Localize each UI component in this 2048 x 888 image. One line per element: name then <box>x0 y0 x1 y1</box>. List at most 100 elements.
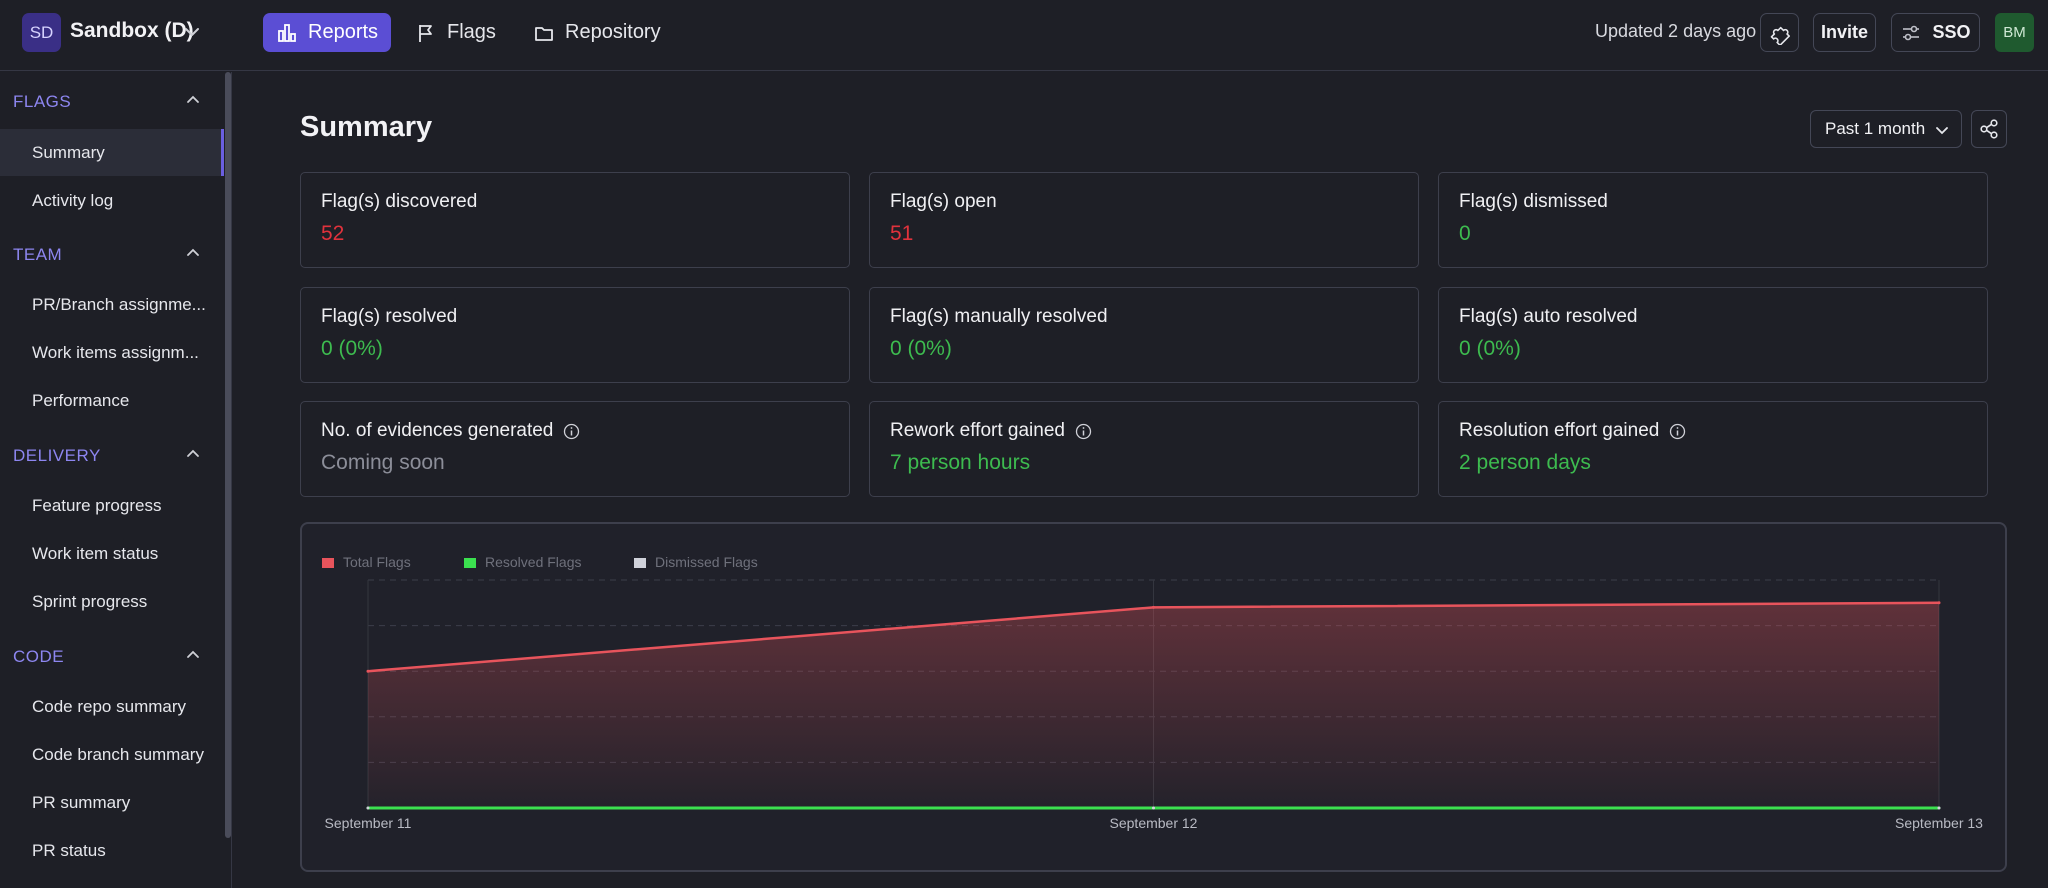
legend-label: Dismissed Flags <box>655 554 758 570</box>
sidebar-item-performance[interactable]: Performance <box>32 390 130 410</box>
metric-card: Flag(s) dismissed 0 <box>1438 172 1988 268</box>
chevron-up-icon[interactable] <box>184 646 202 664</box>
metric-card-title: Rework effort gained <box>890 420 1065 441</box>
flags-chart: September 11 September 12 September 13 Tota… <box>300 522 2007 872</box>
invite-button[interactable]: Invite <box>1813 13 1876 52</box>
info-icon[interactable] <box>1669 423 1686 440</box>
metric-card: Flag(s) discovered 52 <box>300 172 850 268</box>
metric-card-value: 0 <box>1459 222 1471 245</box>
workspace-name[interactable]: Sandbox (D) <box>70 19 194 42</box>
metric-card: Rework effort gained 7 person hours <box>869 401 1419 497</box>
flag-icon <box>419 24 432 42</box>
chevron-up-icon[interactable] <box>184 91 202 109</box>
metric-card-label: Flag(s) discovered <box>321 191 849 213</box>
metric-card: Resolution effort gained 2 person days <box>1438 401 1988 497</box>
metric-card: Flag(s) manually resolved 0 (0%) <box>869 287 1419 383</box>
sidebar-item-work-items-assignment[interactable]: Work items assignm... <box>32 342 199 362</box>
x-tick-label: September 12 <box>1110 815 1198 831</box>
page-title: Summary <box>300 111 433 143</box>
x-tick-label: September 11 <box>325 815 412 831</box>
metric-card-label: Flag(s) dismissed <box>1459 191 1987 213</box>
metric-card-label: Flag(s) manually resolved <box>890 306 1418 328</box>
metric-card: Flag(s) resolved 0 (0%) <box>300 287 850 383</box>
legend-swatch <box>634 558 646 568</box>
top-bar: SD Sandbox (D) Reports Flags Repository … <box>0 0 2048 71</box>
avatar[interactable]: BM <box>1995 13 2034 52</box>
metric-card-label: No. of evidences generated <box>321 420 849 442</box>
legend-swatch <box>322 558 334 568</box>
sso-label: SSO <box>1932 22 1971 42</box>
sidebar-item-activity-log[interactable]: Activity log <box>32 190 114 210</box>
data-point <box>366 806 370 810</box>
date-range-value: Past 1 month <box>1825 119 1926 138</box>
date-range-select[interactable]: Past 1 month <box>1810 110 1962 148</box>
sidebar-scrollbar[interactable] <box>225 72 231 838</box>
sidebar: FLAGS Summary Activity log TEAM PR/Branc… <box>0 72 232 888</box>
data-point <box>1152 605 1155 609</box>
sidebar-item-work-item-status[interactable]: Work item status <box>32 543 159 563</box>
metric-card-title: Flag(s) discovered <box>321 191 478 212</box>
x-tick-label: September 13 <box>1895 815 1983 831</box>
nav-flags-label: Flags <box>447 21 496 43</box>
metric-card-label: Flag(s) auto resolved <box>1459 306 1987 328</box>
puzzle-icon <box>1770 26 1790 45</box>
metric-card-value: 0 (0%) <box>1459 337 1521 360</box>
sidebar-item-pr-summary[interactable]: PR summary <box>32 792 131 812</box>
sidebar-item-code-branch-summary[interactable]: Code branch summary <box>32 744 204 764</box>
share-button[interactable] <box>1971 110 2007 148</box>
metric-card-title: Flag(s) dismissed <box>1459 191 1608 212</box>
sidebar-item-sprint-progress[interactable]: Sprint progress <box>32 591 148 611</box>
legend-swatch <box>464 558 476 568</box>
metric-card: No. of evidences generated Coming soon <box>300 401 850 497</box>
chevron-up-icon[interactable] <box>184 244 202 262</box>
chevron-down-icon <box>1936 127 1948 135</box>
nav-flags[interactable]: Flags <box>402 13 509 52</box>
metric-card-value: Coming soon <box>321 451 445 474</box>
chevron-down-icon[interactable] <box>182 22 202 42</box>
nav-reports[interactable]: Reports <box>263 13 392 52</box>
sidebar-item-code-repo-summary[interactable]: Code repo summary <box>32 696 187 716</box>
metric-card-title: Resolution effort gained <box>1459 420 1660 441</box>
metric-card-label: Flag(s) open <box>890 191 1418 213</box>
sliders-icon <box>1903 25 1920 40</box>
chart-svg: September 11 September 12 September 13 Tota… <box>322 554 1983 831</box>
metric-card-value: 0 (0%) <box>321 337 383 360</box>
sidebar-item-pr-status[interactable]: PR status <box>32 840 106 860</box>
sidebar-item-pr-branch-assignment[interactable]: PR/Branch assignme... <box>32 294 206 314</box>
legend-label: Resolved Flags <box>485 554 582 570</box>
nav-repository-label: Repository <box>565 21 661 43</box>
updated-status: Updated 2 days ago <box>1595 21 1757 41</box>
sidebar-section-team[interactable]: TEAM <box>13 245 63 264</box>
data-point <box>1152 806 1155 810</box>
metric-card-value: 7 person hours <box>890 451 1031 474</box>
metric-card-label: Resolution effort gained <box>1459 420 1987 442</box>
sidebar-section-code[interactable]: CODE <box>13 647 65 666</box>
metric-card-value: 52 <box>321 222 345 245</box>
data-point <box>1937 601 1941 605</box>
info-icon[interactable] <box>563 423 580 440</box>
metric-card-value: 51 <box>890 222 914 245</box>
metric-card-title: Flag(s) auto resolved <box>1459 306 1638 327</box>
metric-card-label: Rework effort gained <box>890 420 1418 442</box>
metric-card: Flag(s) open 51 <box>869 172 1419 268</box>
integrations-button[interactable] <box>1760 13 1799 52</box>
metric-card-value: 2 person days <box>1459 451 1591 474</box>
info-icon[interactable] <box>1075 423 1092 440</box>
nav-repository[interactable]: Repository <box>520 13 674 52</box>
nav-reports-label: Reports <box>308 21 379 43</box>
sidebar-item-feature-progress[interactable]: Feature progress <box>32 495 162 515</box>
workspace-badge[interactable]: SD <box>22 13 61 52</box>
metric-card: Flag(s) auto resolved 0 (0%) <box>1438 287 1988 383</box>
metric-card-title: No. of evidences generated <box>321 420 554 441</box>
bar-chart-icon <box>278 23 296 42</box>
sidebar-item-summary[interactable]: Summary <box>0 129 224 176</box>
folder-icon <box>535 26 553 41</box>
data-point <box>1937 806 1941 810</box>
legend-label: Total Flags <box>343 554 411 570</box>
metric-card-title: Flag(s) manually resolved <box>890 306 1108 327</box>
sidebar-section-delivery[interactable]: DELIVERY <box>13 446 101 465</box>
sso-button[interactable]: SSO <box>1891 13 1980 52</box>
chevron-up-icon[interactable] <box>184 445 202 463</box>
sidebar-section-flags[interactable]: FLAGS <box>13 92 72 111</box>
metric-card-value: 0 (0%) <box>890 337 952 360</box>
